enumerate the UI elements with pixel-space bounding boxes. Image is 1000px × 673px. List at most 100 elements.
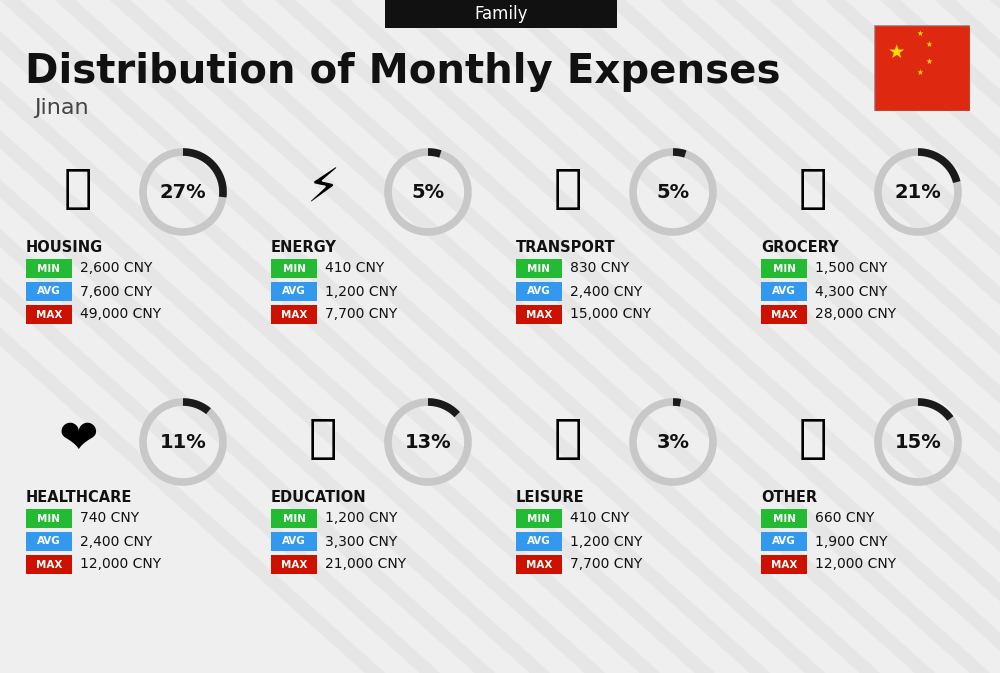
Text: 💰: 💰 [799, 417, 827, 462]
Text: MAX: MAX [771, 310, 797, 320]
Text: 🎓: 🎓 [309, 417, 337, 462]
FancyBboxPatch shape [516, 532, 562, 551]
Text: 21,000 CNY: 21,000 CNY [325, 557, 406, 571]
Text: ★: ★ [917, 29, 924, 38]
Text: HOUSING: HOUSING [26, 240, 103, 256]
Text: 1,900 CNY: 1,900 CNY [815, 534, 888, 548]
Text: MAX: MAX [526, 559, 552, 569]
Text: MIN: MIN [528, 264, 550, 273]
Text: Family: Family [474, 5, 528, 23]
FancyBboxPatch shape [516, 305, 562, 324]
Text: 49,000 CNY: 49,000 CNY [80, 308, 161, 322]
FancyBboxPatch shape [761, 555, 807, 574]
Text: 15%: 15% [895, 433, 941, 452]
Text: 830 CNY: 830 CNY [570, 262, 629, 275]
FancyBboxPatch shape [385, 0, 617, 28]
Text: MAX: MAX [771, 559, 797, 569]
Text: ENERGY: ENERGY [271, 240, 337, 256]
Text: ★: ★ [926, 40, 932, 48]
FancyBboxPatch shape [271, 305, 317, 324]
Text: 4,300 CNY: 4,300 CNY [815, 285, 887, 299]
Text: 5%: 5% [411, 182, 445, 201]
Text: 740 CNY: 740 CNY [80, 511, 139, 526]
FancyBboxPatch shape [271, 509, 317, 528]
FancyBboxPatch shape [761, 282, 807, 301]
Text: Jinan: Jinan [34, 98, 89, 118]
Text: 7,700 CNY: 7,700 CNY [570, 557, 642, 571]
Text: 7,600 CNY: 7,600 CNY [80, 285, 152, 299]
Text: MIN: MIN [38, 264, 60, 273]
FancyBboxPatch shape [761, 259, 807, 278]
FancyBboxPatch shape [516, 509, 562, 528]
FancyBboxPatch shape [26, 532, 72, 551]
Text: MIN: MIN [528, 513, 550, 524]
Text: MAX: MAX [36, 310, 62, 320]
Text: ❤: ❤ [58, 417, 98, 462]
Text: 12,000 CNY: 12,000 CNY [80, 557, 161, 571]
Text: OTHER: OTHER [761, 491, 817, 505]
Text: MIN: MIN [283, 513, 306, 524]
FancyBboxPatch shape [516, 282, 562, 301]
FancyBboxPatch shape [26, 305, 72, 324]
Text: 1,500 CNY: 1,500 CNY [815, 262, 887, 275]
FancyBboxPatch shape [271, 259, 317, 278]
Text: AVG: AVG [527, 536, 551, 546]
Text: 3%: 3% [656, 433, 690, 452]
Text: 15,000 CNY: 15,000 CNY [570, 308, 651, 322]
Text: 7,700 CNY: 7,700 CNY [325, 308, 397, 322]
Text: 21%: 21% [895, 182, 941, 201]
Text: MIN: MIN [283, 264, 306, 273]
Text: HEALTHCARE: HEALTHCARE [26, 491, 132, 505]
Text: 2,400 CNY: 2,400 CNY [80, 534, 152, 548]
FancyBboxPatch shape [874, 25, 970, 111]
Text: AVG: AVG [772, 536, 796, 546]
Text: 1,200 CNY: 1,200 CNY [325, 285, 397, 299]
Text: 410 CNY: 410 CNY [325, 262, 384, 275]
Text: 🏢: 🏢 [64, 168, 92, 213]
Text: MIN: MIN [38, 513, 60, 524]
Text: 🛒: 🛒 [799, 168, 827, 213]
Text: MAX: MAX [36, 559, 62, 569]
Text: 12,000 CNY: 12,000 CNY [815, 557, 896, 571]
Text: MAX: MAX [281, 310, 307, 320]
Text: 3,300 CNY: 3,300 CNY [325, 534, 397, 548]
Text: 410 CNY: 410 CNY [570, 511, 629, 526]
Text: AVG: AVG [282, 536, 306, 546]
FancyBboxPatch shape [271, 282, 317, 301]
Text: ★: ★ [926, 57, 932, 66]
FancyBboxPatch shape [271, 532, 317, 551]
Text: ★: ★ [917, 68, 924, 77]
Text: AVG: AVG [772, 287, 796, 297]
Text: MIN: MIN [772, 264, 796, 273]
FancyBboxPatch shape [26, 259, 72, 278]
Text: 1,200 CNY: 1,200 CNY [325, 511, 397, 526]
Text: AVG: AVG [37, 287, 61, 297]
Text: ★: ★ [888, 43, 905, 63]
Text: TRANSPORT: TRANSPORT [516, 240, 616, 256]
Text: AVG: AVG [282, 287, 306, 297]
Text: AVG: AVG [527, 287, 551, 297]
Text: 🛍: 🛍 [554, 417, 582, 462]
FancyBboxPatch shape [761, 305, 807, 324]
Text: MAX: MAX [281, 559, 307, 569]
Text: MAX: MAX [526, 310, 552, 320]
FancyBboxPatch shape [516, 555, 562, 574]
Text: 660 CNY: 660 CNY [815, 511, 874, 526]
FancyBboxPatch shape [516, 259, 562, 278]
Text: 13%: 13% [405, 433, 451, 452]
Text: Distribution of Monthly Expenses: Distribution of Monthly Expenses [25, 52, 780, 92]
Text: 2,600 CNY: 2,600 CNY [80, 262, 152, 275]
Text: 27%: 27% [160, 182, 206, 201]
Text: AVG: AVG [37, 536, 61, 546]
Text: 11%: 11% [160, 433, 206, 452]
FancyBboxPatch shape [26, 509, 72, 528]
Text: 🚌: 🚌 [554, 168, 582, 213]
FancyBboxPatch shape [761, 509, 807, 528]
Text: 2,400 CNY: 2,400 CNY [570, 285, 642, 299]
Text: GROCERY: GROCERY [761, 240, 839, 256]
Text: 5%: 5% [656, 182, 690, 201]
FancyBboxPatch shape [26, 555, 72, 574]
Text: MIN: MIN [772, 513, 796, 524]
Text: ⚡: ⚡ [306, 168, 340, 213]
FancyBboxPatch shape [761, 532, 807, 551]
